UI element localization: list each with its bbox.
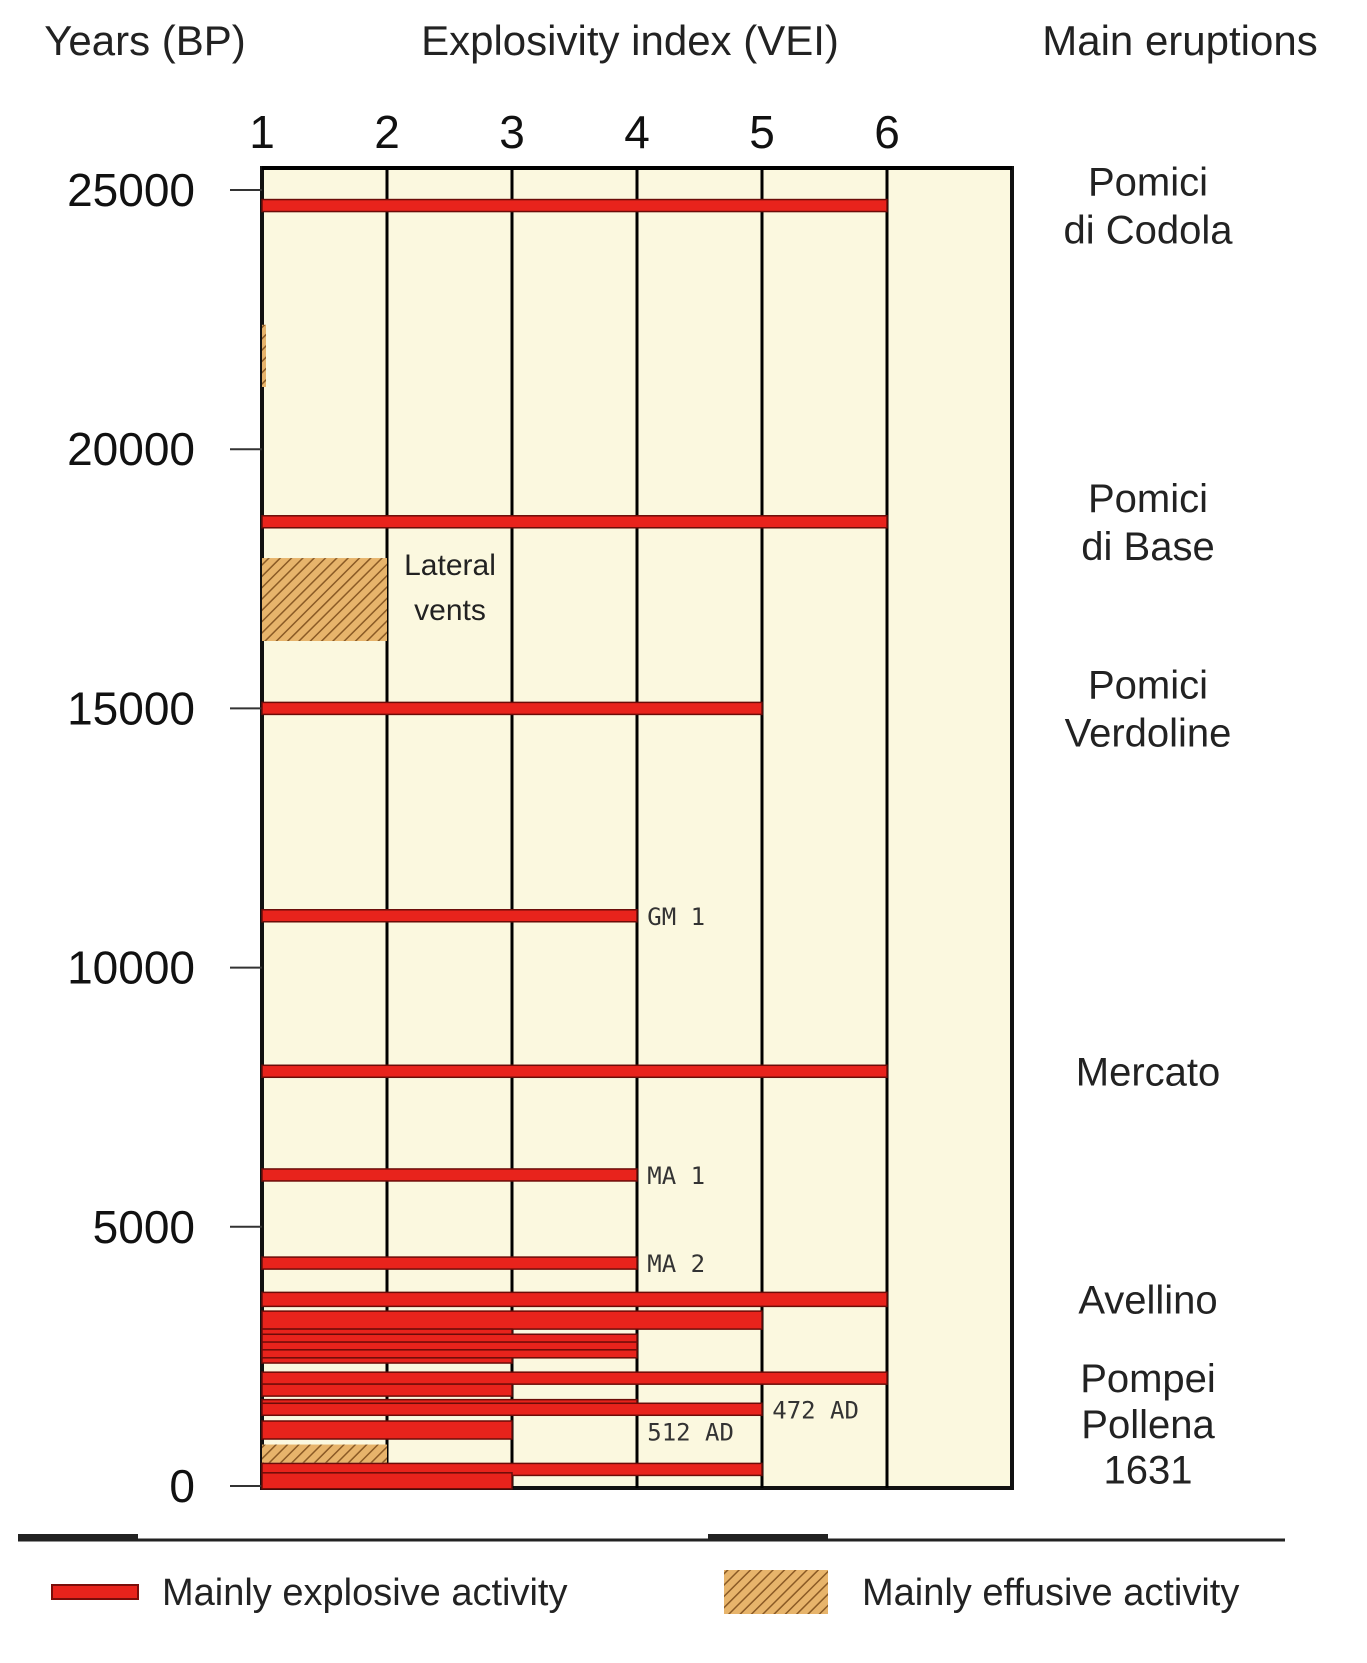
legend-effusive-swatch (724, 1570, 828, 1614)
y-tick-label-10000: 10000 (67, 942, 195, 994)
effusive-bar-2 (262, 324, 266, 387)
y-tick-label-5000: 5000 (93, 1201, 195, 1253)
x-axis-header: Explosivity index (VEI) (421, 17, 839, 64)
x-tick-label-6: 6 (874, 106, 900, 158)
x-tick-label-1: 1 (249, 106, 275, 158)
event-label-0: GM 1 (647, 903, 705, 931)
x-tick-label-5: 5 (749, 106, 775, 158)
explosive-bar-1 (261, 515, 888, 529)
main-eruption-4-line-0: Avellino (1078, 1278, 1217, 1322)
x-tick-label-3: 3 (499, 106, 525, 158)
event-label-4: 512 AD (647, 1419, 734, 1447)
effusive-bar-0 (262, 558, 387, 642)
explosive-bar-14 (261, 1383, 513, 1397)
explosive-bar-12 (261, 1349, 638, 1359)
explosive-bar-16 (261, 1402, 763, 1417)
main-eruption-0-line-1: di Codola (1063, 209, 1233, 253)
y-tick-label-0: 0 (169, 1460, 195, 1512)
legend-explosive-label: Mainly explosive activity (162, 1572, 567, 1614)
explosive-events (261, 198, 888, 1490)
main-eruption-7-line-0: 1631 (1104, 1448, 1193, 1492)
y-tick-labels: 0 5000 10000 15000 20000 25000 (67, 164, 195, 1512)
x-tick-label-2: 2 (374, 106, 400, 158)
event-label-3: 472 AD (772, 1396, 859, 1424)
main-eruption-6-line-0: Pollena (1081, 1403, 1215, 1447)
explosive-bar-7 (261, 1291, 888, 1308)
effusive-bar-1 (262, 1444, 387, 1463)
explosive-bar-6 (261, 1256, 638, 1270)
main-eruption-2-line-0: Pomici (1088, 663, 1208, 707)
explosive-bar-0 (261, 198, 888, 213)
main-eruption-2-line-1: Verdoline (1065, 711, 1232, 755)
y-tick-label-20000: 20000 (67, 423, 195, 475)
main-eruption-1-line-1: di Base (1081, 525, 1214, 569)
event-label-2: MA 2 (647, 1250, 705, 1278)
y-tick-label-25000: 25000 (67, 164, 195, 216)
explosive-bar-13 (261, 1371, 888, 1385)
explosive-bar-8 (261, 1310, 763, 1330)
explosive-bar-11 (261, 1341, 638, 1351)
explosive-bar-4 (261, 1064, 888, 1079)
main-eruption-5-line-0: Pompei (1080, 1357, 1216, 1401)
explosive-bar-19 (261, 1472, 513, 1490)
y-axis-header: Years (BP) (44, 17, 246, 64)
legend-explosive-swatch (51, 1584, 139, 1600)
legend-effusive-label: Mainly effusive activity (862, 1572, 1239, 1614)
explosive-bar-5 (261, 1168, 638, 1182)
explosive-bar-17 (261, 1420, 513, 1440)
main-eruptions-header: Main eruptions (1042, 17, 1317, 64)
event-label-1: MA 1 (647, 1162, 705, 1190)
y-tick-label-15000: 15000 (67, 682, 195, 734)
x-tick-labels: 1 2 3 4 5 6 (249, 106, 900, 158)
main-eruption-3-line-0: Mercato (1076, 1050, 1221, 1094)
x-tick-label-4: 4 (624, 106, 650, 158)
lateral-vents-label-line2: vents (414, 594, 486, 627)
main-eruption-0-line-0: Pomici (1088, 161, 1208, 205)
explosive-bar-10 (261, 1333, 638, 1344)
effusive-events (262, 324, 387, 1463)
main-eruption-1-line-0: Pomici (1088, 477, 1208, 521)
event-labels: GM 1 MA 1 MA 2 472 AD 512 AD (647, 903, 859, 1447)
explosive-bar-3 (261, 909, 638, 923)
explosive-bar-2 (261, 701, 763, 716)
lateral-vents-label-line1: Lateral (404, 549, 496, 582)
